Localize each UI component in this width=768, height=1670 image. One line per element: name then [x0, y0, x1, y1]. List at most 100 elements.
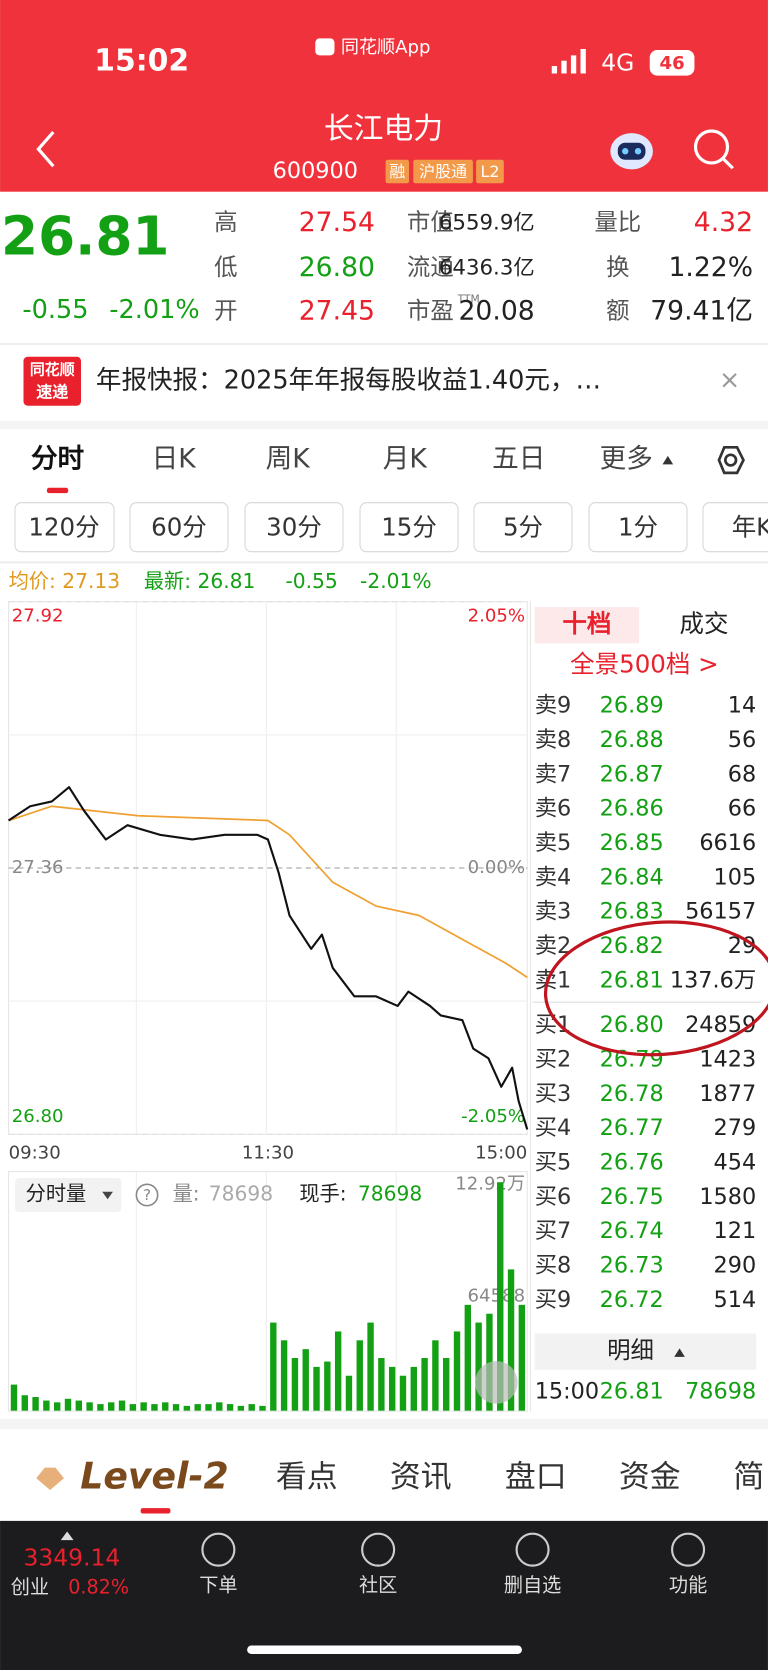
nav-icon[interactable] [201, 1532, 236, 1567]
period-button[interactable] [244, 502, 344, 553]
detail-label[interactable]: 明细 [607, 1336, 654, 1364]
chart-tab[interactable]: 周K [266, 444, 312, 475]
news-text[interactable]: 年报快报：2025年年报每股收益1.40元，… [96, 365, 601, 395]
nav-icon[interactable] [671, 1532, 706, 1567]
book-price: 26.84 [600, 864, 664, 890]
volume-selector[interactable] [14, 1177, 122, 1213]
period-label[interactable]: 15分 [381, 512, 437, 541]
volume-tick-label: 12.92万 [455, 1173, 525, 1194]
book-label: 买5 [535, 1150, 572, 1176]
assistant-icon[interactable] [610, 133, 653, 170]
volume-bar [162, 1402, 169, 1412]
period-label[interactable]: 5分 [503, 512, 543, 541]
average-line [8, 805, 528, 979]
book-volume: 290 [714, 1253, 757, 1279]
hand-drawn-circle [543, 920, 768, 1057]
book-tab[interactable]: 十档 [562, 609, 611, 638]
period-button[interactable] [129, 502, 229, 553]
search-icon[interactable] [693, 129, 734, 170]
panorama-link[interactable]: 全景500档 > [570, 650, 719, 679]
field-value: 20.08 [459, 296, 535, 327]
bottom-tab[interactable]: Level-2 [80, 1454, 228, 1497]
trade-price: 26.81 [600, 1379, 664, 1405]
nav-icon[interactable] [361, 1532, 396, 1567]
nav-label[interactable]: 功能 [669, 1573, 707, 1596]
bottom-tab[interactable]: 简 [733, 1459, 764, 1495]
back-button[interactable] [36, 131, 55, 168]
field-value: 6559.9亿 [439, 211, 535, 236]
period-button[interactable] [702, 502, 768, 553]
index-change: 0.82% [68, 1575, 129, 1598]
index-name: 创业 [11, 1575, 49, 1598]
field-label: 换 [606, 253, 629, 281]
period-button[interactable] [588, 502, 688, 553]
chart-tab[interactable]: 五日 [492, 444, 545, 475]
battery-level: 46 [660, 53, 685, 74]
period-button[interactable] [14, 502, 115, 553]
volume-frame [8, 1171, 528, 1412]
chart-tab[interactable]: 更多 [600, 444, 653, 475]
book-price: 26.81 [600, 967, 664, 993]
chart-tab[interactable]: 日K [152, 444, 198, 475]
period-label[interactable]: 1分 [618, 512, 658, 541]
period-label[interactable]: 年K [732, 512, 768, 541]
book-label: 买4 [535, 1115, 572, 1141]
bottom-tab[interactable]: 资讯 [390, 1459, 452, 1495]
book-price: 26.89 [600, 693, 664, 719]
news-badge-top: 同花顺 [30, 361, 75, 379]
stock-code: 600900 [273, 158, 358, 184]
book-label: 卖6 [535, 796, 572, 822]
stock-title: 长江电力 [324, 111, 443, 146]
volume-caret [102, 1191, 113, 1200]
book-label: 买6 [535, 1184, 572, 1210]
field-value: 27.54 [299, 207, 375, 238]
book-price: 26.83 [600, 899, 664, 925]
chart-tab[interactable]: 月K [383, 444, 429, 475]
volume-value: 78698 [209, 1181, 273, 1205]
volume-bar [10, 1384, 18, 1412]
volume-bar [108, 1402, 115, 1412]
volume-bar [248, 1404, 255, 1412]
volume-bar [464, 1304, 472, 1412]
period-label[interactable]: 30分 [266, 512, 322, 541]
volume-bar [172, 1404, 180, 1412]
book-tab[interactable]: 成交 [680, 609, 729, 638]
field-label: 量比 [594, 208, 641, 236]
period-button[interactable] [473, 502, 573, 553]
fullscreen-button[interactable] [475, 1361, 518, 1404]
volume-bar [443, 1358, 450, 1412]
volume-bar [497, 1182, 504, 1412]
more-caret [662, 455, 674, 465]
field-value: 1.22% [668, 252, 753, 283]
bottom-tab[interactable]: 盘口 [505, 1459, 567, 1495]
book-price: 26.86 [600, 796, 664, 822]
nav-label[interactable]: 删自选 [504, 1573, 561, 1596]
news-close[interactable] [722, 373, 737, 388]
field-value: 27.45 [299, 296, 375, 327]
bottom-tab[interactable]: 看点 [276, 1459, 338, 1495]
volume-bar [64, 1398, 72, 1412]
period-button[interactable] [359, 502, 459, 553]
nav-icon[interactable] [515, 1532, 550, 1567]
nav-label[interactable]: 下单 [199, 1573, 237, 1596]
volume-bar [54, 1402, 61, 1412]
book-label: 卖9 [535, 693, 572, 719]
period-label[interactable]: 60分 [151, 512, 207, 541]
badge [413, 159, 473, 184]
detail-bar[interactable] [534, 1333, 757, 1370]
settings-icon[interactable] [717, 445, 745, 475]
index-value[interactable]: 3349.14 [23, 1544, 120, 1572]
bottom-tab[interactable]: 资金 [619, 1459, 681, 1495]
help-icon[interactable] [135, 1183, 159, 1207]
volume-bar [205, 1404, 212, 1412]
chart-tab[interactable]: 分时 [31, 444, 85, 475]
book-tab-active[interactable] [534, 607, 640, 644]
period-label[interactable]: 120分 [28, 512, 99, 541]
nav-label[interactable]: 社区 [359, 1573, 397, 1596]
book-volume: 56157 [685, 899, 756, 925]
volume-bar [43, 1400, 50, 1412]
volume-bar [259, 1405, 266, 1412]
pct-label: 0.00% [468, 857, 525, 878]
level2-icon [36, 1467, 64, 1491]
volume-bar [378, 1358, 385, 1412]
